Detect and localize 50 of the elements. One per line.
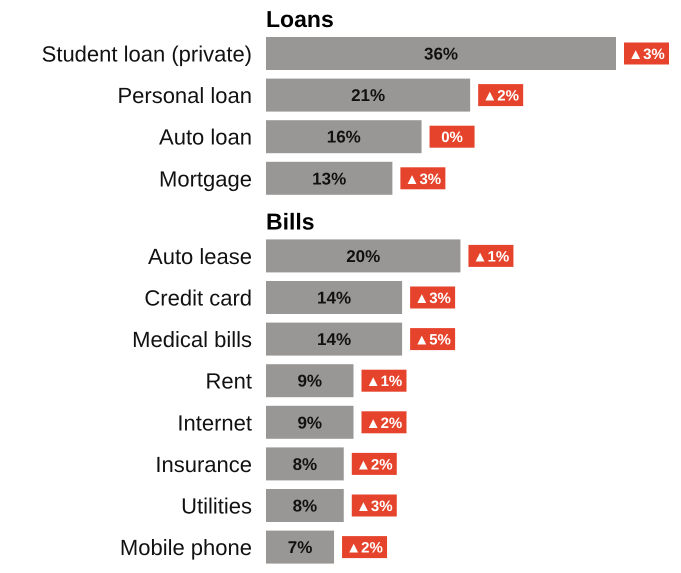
bar [266,78,470,112]
annotation: ▲3% [356,498,393,515]
data-label: 7% [288,538,312,558]
y-tick-label: Credit card [144,286,252,310]
annotation: 0% [441,129,463,146]
y-tick-label: Internet [177,410,252,436]
bar [266,162,392,195]
chart-title: Loans [266,6,334,32]
annotation: ▲3% [404,170,442,188]
chart-title: Bills [266,208,315,234]
annotation: ▲1% [472,248,510,266]
y-tick-label: Student loan (private) [42,42,252,66]
data-label: 16% [326,128,361,147]
data-label: 9% [297,372,322,391]
y-tick-label: Mobile phone [120,535,252,560]
bar [266,489,344,522]
data-label: 13% [312,169,346,188]
annotation: ▲2% [482,88,519,105]
annotation: ▲3% [414,290,451,307]
annotation: ▲1% [366,373,402,390]
bar [266,37,616,70]
bar [266,447,344,480]
bar [266,406,354,439]
annotation: ▲2% [356,456,393,474]
annotation: ▲5% [414,332,451,349]
y-tick-label: Auto lease [148,244,252,269]
annotation: ▲2% [366,414,402,432]
data-label: 8% [292,454,318,474]
data-label: 14% [317,330,352,350]
bar [266,322,402,356]
bar [266,530,334,564]
data-label: 8% [292,496,318,516]
annotation: ▲3% [628,46,665,63]
y-tick-label: Rent [206,368,252,394]
bar [266,364,354,398]
data-label: 21% [351,86,386,106]
y-tick-label: Medical bills [132,327,252,352]
data-label: 14% [317,288,352,308]
y-tick-label: Personal loan [117,83,252,108]
annotation: ▲2% [346,540,383,557]
bar [266,239,460,272]
data-label: 9% [297,413,322,432]
bar [266,281,402,314]
bar [266,120,422,154]
y-tick-label: Utilities [181,494,252,518]
y-tick-label: Insurance [155,452,252,477]
y-tick-label: Mortgage [159,166,252,192]
data-label: 20% [346,246,380,266]
data-label: 36% [424,44,458,64]
y-tick-label: Auto loan [159,124,252,150]
